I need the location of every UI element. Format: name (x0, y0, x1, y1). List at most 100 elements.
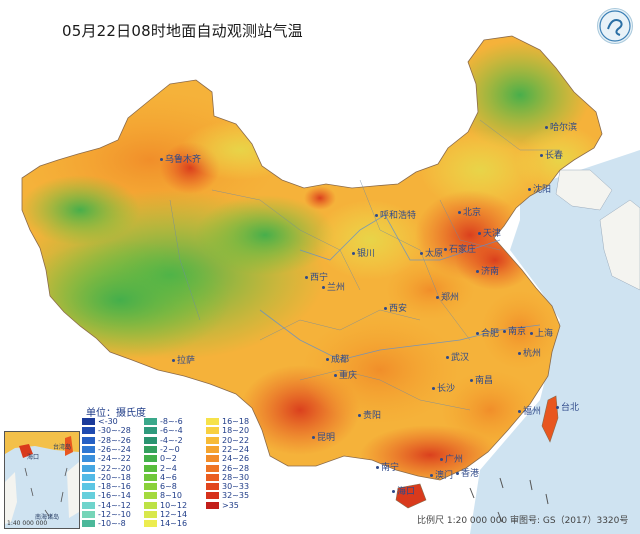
legend-swatch (206, 418, 219, 425)
legend-item: <-30 (82, 417, 118, 426)
city-dot-icon (540, 154, 543, 157)
city-dot-icon (384, 307, 387, 310)
legend-swatch (82, 464, 95, 472)
rivers (259, 214, 541, 361)
city-label: 贵阳 (358, 408, 381, 421)
city-name: 哈尔滨 (550, 123, 578, 133)
legend-swatch (144, 501, 157, 509)
legend-item: -18~-16 (82, 482, 131, 491)
city-name: 合肥 (481, 329, 500, 339)
legend-swatch (144, 473, 157, 481)
legend-swatch (144, 427, 157, 435)
legend-label: -4~-2 (160, 435, 183, 445)
city-name: 重庆 (339, 371, 358, 381)
legend-swatch (82, 418, 95, 425)
legend-label: 28~30 (222, 472, 250, 482)
legend-swatch (206, 445, 219, 453)
city-dot-icon (334, 374, 337, 377)
city-dot-icon (444, 248, 447, 251)
legend-item: 18~20 (206, 426, 249, 435)
legend-label: -10~-8 (98, 519, 126, 529)
city-name: 上海 (535, 329, 554, 339)
city-label: 拉萨 (172, 353, 195, 366)
scale-text: 比例尺 1:20 000 000 (417, 516, 508, 526)
legend-item: -20~-18 (82, 473, 131, 482)
legend-item: 10~12 (144, 501, 187, 510)
city-label: 海口 (392, 484, 415, 497)
legend-label: -18~-16 (98, 482, 131, 492)
legend-label: -20~-18 (98, 472, 131, 482)
legend-swatch (82, 520, 95, 528)
city-label: 长春 (540, 148, 563, 161)
legend-swatch (82, 445, 95, 453)
legend-item: -8~-6 (144, 417, 183, 426)
legend-label: 22~24 (222, 444, 250, 454)
city-label: 沈阳 (528, 182, 551, 195)
city-label: 呼和浩特 (375, 208, 416, 221)
city-dot-icon (312, 436, 315, 439)
city-label: 西安 (384, 301, 407, 314)
city-name: 贵阳 (363, 411, 382, 421)
city-name: 郑州 (441, 293, 460, 303)
city-dot-icon (172, 359, 175, 362)
legend-item: -2~0 (144, 445, 180, 454)
legend-item: 30~33 (206, 482, 249, 491)
city-label: 武汉 (446, 350, 469, 363)
city-label: 台北 (556, 400, 579, 413)
city-name: 杭州 (523, 349, 542, 359)
legend-label: >35 (222, 500, 239, 510)
legend-swatch (82, 501, 95, 509)
city-label: 香港 (456, 466, 479, 479)
city-label: 郑州 (436, 290, 459, 303)
legend-swatch (82, 427, 95, 435)
city-dot-icon (476, 270, 479, 273)
legend-label: -30~-28 (98, 426, 131, 436)
nine-dash-line (469, 477, 549, 523)
city-label: 北京 (458, 205, 481, 218)
temperature-legend: 单位：摄氏度 <-30 -30~-28 -28~-26 -26~-24 -24~-22-… (82, 404, 272, 529)
legend-swatch (144, 520, 157, 528)
legend-item: >35 (206, 501, 239, 510)
city-name: 澳门 (435, 471, 454, 481)
legend-label: -22~-20 (98, 463, 131, 473)
city-label: 长沙 (432, 381, 455, 394)
legend-item: 26~28 (206, 464, 249, 473)
legend-swatch (82, 483, 95, 491)
legend-item: 28~30 (206, 473, 249, 482)
legend-label: 32~35 (222, 491, 250, 501)
legend-label: <-30 (98, 417, 118, 426)
city-dot-icon (326, 358, 329, 361)
city-name: 长沙 (437, 384, 456, 394)
city-dot-icon (503, 330, 506, 333)
legend-swatch (144, 418, 157, 425)
legend-item: 12~14 (144, 510, 187, 519)
city-name: 南京 (508, 327, 527, 337)
city-dot-icon (420, 252, 423, 255)
legend-item: 20~22 (206, 436, 249, 445)
legend-label: -6~-4 (160, 426, 183, 436)
city-dot-icon (440, 458, 443, 461)
inset-label-hainan: 海口 (27, 454, 40, 461)
legend-swatch (144, 455, 157, 463)
legend-item: -16~-14 (82, 491, 131, 500)
city-label: 重庆 (334, 368, 357, 381)
map-title: 05月22日08时地面自动观测站气温 (62, 22, 303, 40)
city-name: 乌鲁木齐 (165, 155, 202, 165)
legend-item: -24~-22 (82, 454, 131, 463)
legend-swatch (206, 483, 219, 491)
legend-item: 22~24 (206, 445, 249, 454)
city-name: 海口 (397, 487, 416, 497)
city-dot-icon (376, 466, 379, 469)
legend-label: 6~8 (160, 482, 177, 492)
city-name: 广州 (445, 455, 464, 465)
legend-swatch (144, 445, 157, 453)
city-label: 福州 (518, 404, 541, 417)
city-name: 呼和浩特 (380, 211, 417, 221)
legend-item: 14~16 (144, 519, 187, 528)
city-label: 昆明 (312, 430, 335, 443)
legend-label: -16~-14 (98, 491, 131, 501)
inset-label-taiwan: 台湾岛 (53, 444, 72, 451)
legend-swatch (206, 501, 219, 509)
